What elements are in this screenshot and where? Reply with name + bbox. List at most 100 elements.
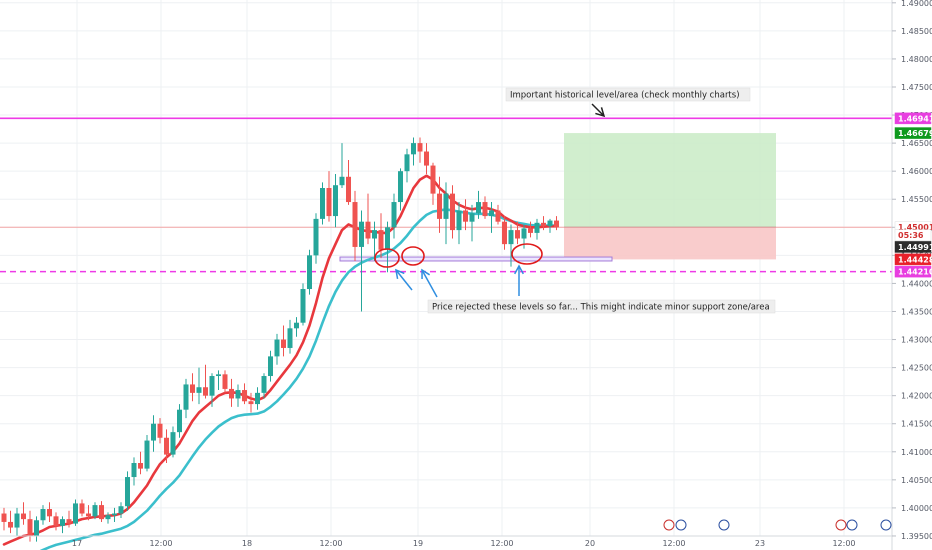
candle-body — [287, 328, 293, 348]
event-flag-icon[interactable] — [663, 519, 675, 531]
candle — [495, 204, 501, 225]
candle-body — [385, 227, 390, 250]
candle — [372, 221, 377, 261]
drawings[interactable] — [374, 103, 606, 298]
time-axis[interactable]: 17 12:00 18 12:00 19 12:00 20 12:00 23 12:00 — [72, 539, 856, 548]
candle-body — [424, 151, 429, 166]
arrow-support-1 — [395, 268, 413, 291]
candle-body — [294, 322, 299, 329]
price-axis-tick-label: 1.47500 — [901, 83, 932, 92]
target-zone — [564, 133, 776, 228]
candle — [1, 507, 7, 531]
event-flag-icon[interactable] — [675, 519, 687, 531]
price-tag-label: 1.46679 — [898, 129, 932, 138]
price-axis-tick-label: 1.45500 — [901, 195, 932, 204]
event-flag-icon[interactable] — [846, 519, 858, 531]
candle — [391, 193, 397, 239]
candle — [92, 502, 98, 520]
candle-body — [463, 210, 468, 222]
candle-body — [502, 221, 507, 245]
candle-body — [528, 228, 533, 233]
candle — [333, 173, 338, 228]
candle-body — [138, 463, 143, 469]
candle-body — [222, 374, 228, 389]
candle — [385, 221, 390, 273]
candle-body — [456, 210, 462, 231]
candle-body — [443, 193, 449, 219]
time-axis-tick-label: 12:00 — [832, 539, 855, 548]
event-flag-icon[interactable] — [835, 519, 847, 531]
arrow-support-3 — [514, 264, 524, 296]
candle-body — [242, 390, 247, 402]
candle-body — [437, 193, 442, 219]
arrow-support-2 — [421, 268, 438, 298]
economic-events[interactable] — [663, 519, 892, 531]
candle — [307, 249, 312, 295]
candle — [112, 507, 117, 522]
price-axis-tick-label: 1.48500 — [901, 27, 932, 36]
candle-body — [40, 509, 46, 521]
candle — [411, 137, 416, 166]
annotation-text: Important historical level/area (check m… — [510, 91, 740, 101]
candle-body — [268, 356, 273, 377]
candle — [47, 502, 52, 522]
arrow-shaft — [421, 269, 438, 298]
ema-fast-line — [2, 174, 558, 546]
position-tool[interactable] — [564, 133, 776, 260]
arrow-head — [595, 107, 606, 118]
candle — [515, 221, 520, 245]
candle-body — [151, 423, 156, 441]
candle-body — [235, 390, 241, 399]
candle-body — [508, 230, 514, 245]
highlight-ellipse — [374, 248, 400, 268]
candle — [313, 213, 319, 264]
candle — [489, 202, 494, 233]
candle-body — [541, 222, 546, 227]
price-tag-background — [894, 241, 932, 253]
price-axis-tick-label: 1.44000 — [901, 279, 932, 288]
event-flag-icon[interactable] — [718, 519, 730, 531]
price-axis-tick-label: 1.40000 — [901, 504, 932, 513]
candle-body — [190, 384, 195, 393]
candle — [255, 387, 260, 410]
candle-body — [411, 143, 416, 155]
time-axis-tick-label: 12:00 — [490, 539, 513, 548]
candle — [482, 196, 488, 219]
candle-body — [99, 505, 104, 520]
arrow-shaft — [591, 103, 605, 117]
arrow-historical — [591, 103, 606, 118]
candle-body — [183, 384, 189, 410]
candle — [118, 502, 124, 519]
candle — [144, 434, 150, 472]
price-tag: 1.44428 — [894, 253, 932, 266]
candle-body — [164, 437, 169, 455]
candle-body — [469, 213, 475, 222]
candle-body — [203, 387, 208, 396]
candle-body — [391, 202, 397, 228]
candle — [151, 415, 156, 452]
candle — [404, 148, 410, 183]
candle-body — [300, 289, 306, 323]
price-axis-tick-label: 1.48000 — [901, 55, 932, 64]
price-axis-tick-label: 1.41500 — [901, 420, 932, 429]
candle-body — [515, 230, 520, 239]
candle-body — [398, 171, 403, 203]
candle-body — [352, 202, 358, 247]
annotation-background — [427, 299, 776, 314]
candle — [417, 137, 423, 163]
support-annotation: Price rejected these levels so far... Th… — [427, 299, 776, 314]
candle-body — [372, 230, 377, 239]
candle-body — [8, 521, 13, 528]
price-axis-tick-label: 1.49000 — [901, 0, 932, 8]
candle — [352, 190, 358, 261]
price-axis-tick-label: 1.42000 — [901, 392, 932, 401]
event-flag-icon[interactable] — [880, 519, 892, 531]
support-zone-rect — [339, 256, 613, 262]
candle-body — [170, 432, 176, 455]
price-axis-tick-label: 1.40500 — [901, 476, 932, 485]
time-axis-tick-label: 12:00 — [319, 539, 342, 548]
candle-body — [27, 519, 33, 536]
candle-body — [333, 185, 338, 217]
candle-body — [489, 210, 494, 217]
